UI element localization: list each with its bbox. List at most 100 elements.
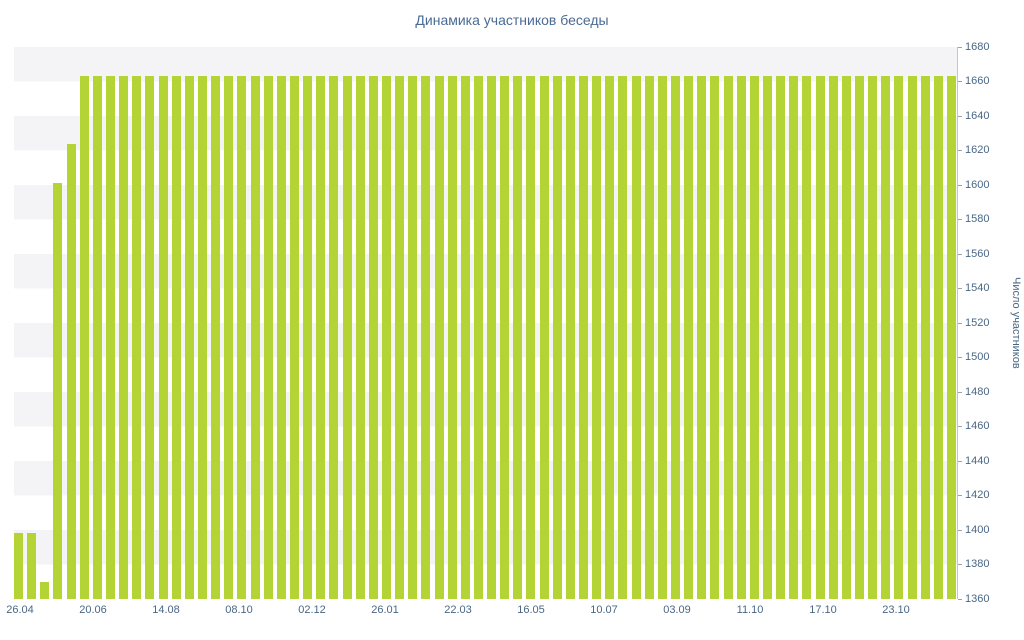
bar xyxy=(657,76,667,599)
y-tick-label: 1620 xyxy=(965,144,990,156)
y-axis-tick: 1480 xyxy=(958,386,989,398)
tick-mark xyxy=(958,81,962,82)
tick-mark xyxy=(958,288,962,289)
bar xyxy=(224,76,234,599)
bar xyxy=(329,76,339,599)
bar xyxy=(14,533,23,599)
x-tick-label: 16.05 xyxy=(517,604,545,616)
bar xyxy=(197,76,207,599)
bar xyxy=(473,76,483,599)
bar xyxy=(855,76,864,599)
bar xyxy=(289,76,299,599)
bar xyxy=(920,76,930,599)
bar xyxy=(342,76,352,599)
bar xyxy=(237,76,247,599)
bar xyxy=(276,76,286,599)
y-tick-label: 1400 xyxy=(965,523,990,536)
tick-mark xyxy=(958,46,962,48)
bar xyxy=(395,76,405,599)
bar xyxy=(145,76,155,599)
bar xyxy=(736,76,746,599)
y-axis-tick: 1640 xyxy=(958,110,989,122)
bar xyxy=(92,76,102,599)
y-axis-tick: 1620 xyxy=(958,145,989,157)
x-tick-label: 10.07 xyxy=(590,604,618,616)
y-tick-label: 1520 xyxy=(965,316,990,329)
y-axis-title: Число участников xyxy=(1010,277,1022,369)
y-tick-label: 1640 xyxy=(965,109,990,122)
bar xyxy=(105,76,115,599)
x-tick-label: 08.10 xyxy=(225,604,253,616)
bar xyxy=(40,581,50,599)
y-axis-tick: 1460 xyxy=(958,421,989,433)
plot-area xyxy=(14,47,958,599)
bar xyxy=(434,76,444,599)
bar xyxy=(303,76,313,599)
bar xyxy=(158,76,168,599)
tick-mark xyxy=(958,150,962,151)
chart-title: Динамика участников беседы xyxy=(415,12,609,28)
bar xyxy=(881,76,891,599)
bar xyxy=(776,76,786,599)
y-tick-label: 1600 xyxy=(965,178,990,191)
bar xyxy=(171,76,181,599)
bar xyxy=(933,76,943,599)
bar xyxy=(408,76,418,599)
bar xyxy=(802,76,812,599)
bar xyxy=(723,76,733,599)
bar xyxy=(316,76,326,599)
bar xyxy=(447,76,457,599)
y-tick-label: 1560 xyxy=(965,247,990,260)
bar xyxy=(618,76,628,599)
bar xyxy=(894,76,904,599)
bar xyxy=(460,76,470,599)
x-tick-label: 02.12 xyxy=(298,604,326,616)
bar xyxy=(631,76,641,599)
y-axis-tick: 1540 xyxy=(958,283,989,295)
bar xyxy=(697,76,707,599)
y-tick-label: 1500 xyxy=(965,351,990,363)
bar xyxy=(605,76,615,599)
y-tick-label: 1660 xyxy=(965,75,990,87)
y-tick-label: 1440 xyxy=(965,454,990,467)
bar xyxy=(263,76,273,599)
x-tick-label: 17.10 xyxy=(809,604,837,616)
tick-mark xyxy=(958,495,962,496)
tick-mark xyxy=(958,219,962,220)
bar xyxy=(868,76,878,599)
bar xyxy=(710,76,720,599)
bar xyxy=(946,76,956,599)
tick-mark xyxy=(958,598,962,600)
bar xyxy=(119,76,129,599)
y-axis-tick: 1380 xyxy=(958,559,989,571)
bar xyxy=(381,76,391,599)
y-axis-tick: 1360 xyxy=(958,593,989,605)
y-axis-tick: 1420 xyxy=(958,490,989,502)
tick-mark xyxy=(958,529,962,531)
bar xyxy=(828,76,838,599)
y-axis-tick: 1520 xyxy=(958,317,989,329)
y-axis-tick: 1660 xyxy=(958,76,989,88)
bar xyxy=(684,76,694,599)
bar xyxy=(815,76,825,599)
y-tick-label: 1480 xyxy=(965,385,990,398)
y-tick-label: 1580 xyxy=(965,213,990,225)
bar xyxy=(513,76,523,599)
bar xyxy=(355,76,365,599)
bar xyxy=(132,76,142,599)
y-axis-tick: 1580 xyxy=(958,214,989,226)
bar xyxy=(487,76,497,599)
bar xyxy=(211,76,221,599)
bar xyxy=(421,76,431,599)
bar xyxy=(184,76,194,599)
tick-mark xyxy=(958,322,962,324)
y-axis-tick: 1600 xyxy=(958,179,989,191)
bar xyxy=(552,76,562,599)
bar xyxy=(250,76,260,599)
bar xyxy=(671,76,681,599)
bar xyxy=(749,76,759,599)
bar xyxy=(368,76,378,599)
tick-mark xyxy=(958,184,962,186)
bar xyxy=(27,533,37,599)
x-tick-label: 20.06 xyxy=(79,604,107,616)
